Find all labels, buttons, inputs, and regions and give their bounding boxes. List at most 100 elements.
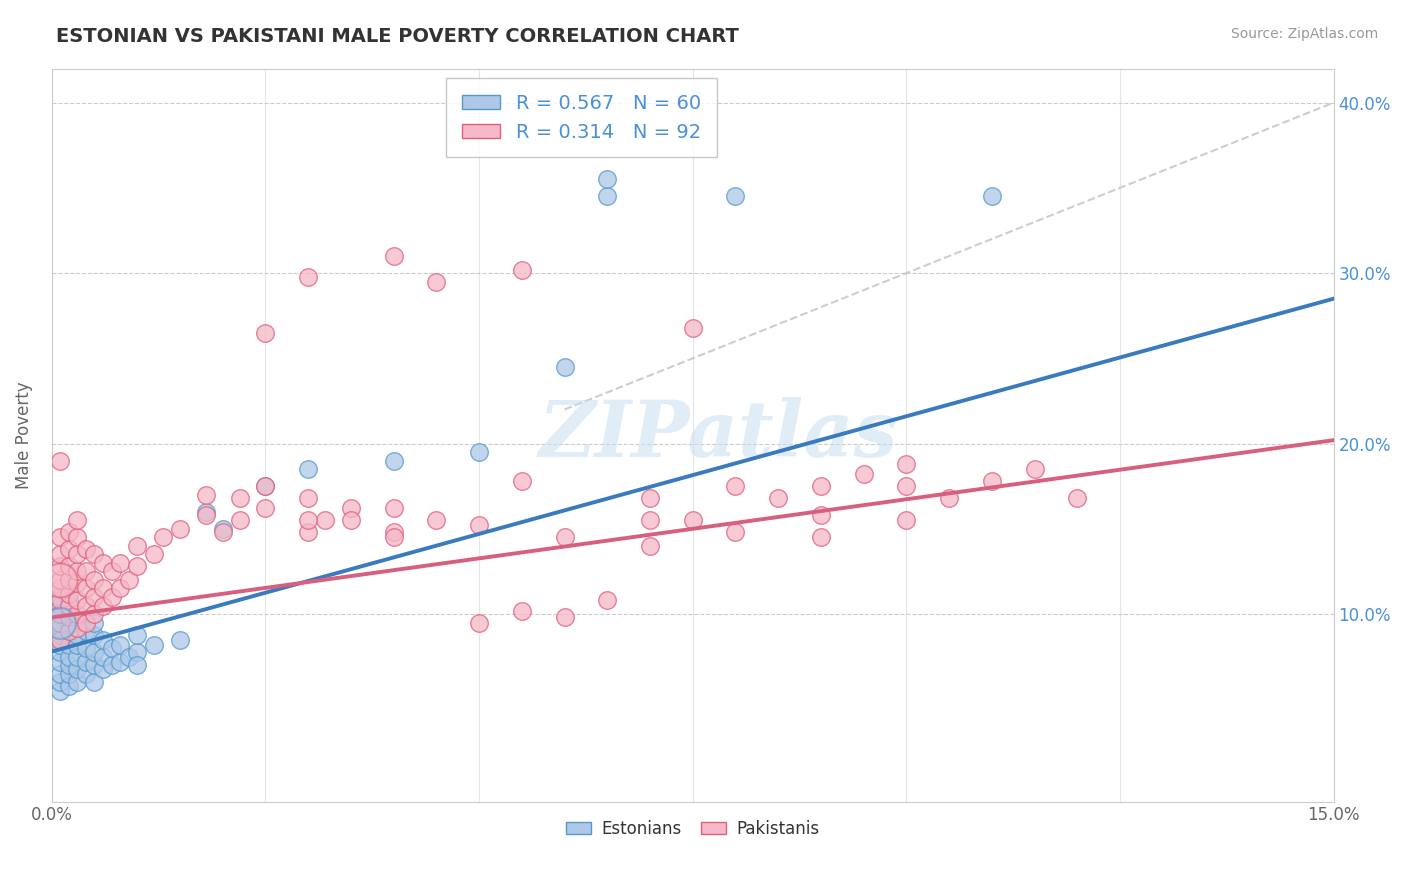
Point bbox=[127, 539, 149, 553]
Point bbox=[91, 649, 114, 664]
Point bbox=[91, 582, 114, 596]
Point bbox=[638, 539, 661, 553]
Point bbox=[810, 479, 832, 493]
Point bbox=[297, 462, 319, 476]
Legend: Estonians, Pakistanis: Estonians, Pakistanis bbox=[560, 814, 827, 845]
Point bbox=[75, 666, 97, 681]
Point bbox=[75, 582, 97, 596]
Point bbox=[75, 599, 97, 613]
Point bbox=[100, 658, 122, 673]
Point bbox=[108, 655, 131, 669]
Point bbox=[896, 479, 918, 493]
Point bbox=[49, 632, 72, 647]
Point bbox=[297, 269, 319, 284]
Point bbox=[1066, 491, 1088, 505]
Point bbox=[49, 675, 72, 690]
Point bbox=[896, 457, 918, 471]
Point bbox=[1024, 462, 1046, 476]
Point bbox=[211, 522, 233, 536]
Point bbox=[297, 513, 319, 527]
Point bbox=[852, 467, 875, 482]
Point bbox=[980, 474, 1002, 488]
Point bbox=[58, 559, 80, 574]
Point bbox=[638, 491, 661, 505]
Point bbox=[66, 675, 89, 690]
Point bbox=[314, 513, 336, 527]
Y-axis label: Male Poverty: Male Poverty bbox=[15, 381, 32, 489]
Point bbox=[118, 649, 141, 664]
Point bbox=[49, 559, 72, 574]
Point bbox=[100, 641, 122, 656]
Point bbox=[229, 491, 252, 505]
Point bbox=[143, 548, 166, 562]
Point bbox=[682, 320, 704, 334]
Point bbox=[553, 610, 575, 624]
Point bbox=[58, 658, 80, 673]
Point bbox=[49, 615, 72, 630]
Point bbox=[468, 615, 491, 630]
Point bbox=[66, 638, 89, 652]
Point bbox=[58, 586, 80, 600]
Point bbox=[229, 513, 252, 527]
Point bbox=[108, 556, 131, 570]
Point bbox=[83, 607, 105, 621]
Point bbox=[425, 513, 447, 527]
Point bbox=[152, 530, 174, 544]
Point bbox=[75, 655, 97, 669]
Point bbox=[596, 189, 619, 203]
Point bbox=[682, 513, 704, 527]
Point bbox=[127, 627, 149, 641]
Point bbox=[468, 445, 491, 459]
Point bbox=[83, 615, 105, 630]
Point bbox=[596, 172, 619, 186]
Point bbox=[382, 249, 405, 263]
Point bbox=[724, 525, 747, 540]
Point bbox=[108, 582, 131, 596]
Point bbox=[58, 624, 80, 639]
Point bbox=[83, 590, 105, 604]
Point bbox=[66, 513, 89, 527]
Point bbox=[169, 522, 191, 536]
Point bbox=[297, 491, 319, 505]
Point bbox=[553, 530, 575, 544]
Point bbox=[127, 658, 149, 673]
Point bbox=[66, 548, 89, 562]
Point bbox=[58, 638, 80, 652]
Point bbox=[100, 565, 122, 579]
Text: ZIPatlas: ZIPatlas bbox=[538, 397, 898, 474]
Point bbox=[75, 565, 97, 579]
Point bbox=[169, 632, 191, 647]
Point bbox=[58, 593, 80, 607]
Point bbox=[66, 576, 89, 591]
Point bbox=[980, 189, 1002, 203]
Point bbox=[810, 508, 832, 523]
Point bbox=[510, 262, 533, 277]
Point bbox=[254, 501, 277, 516]
Point bbox=[382, 453, 405, 467]
Point bbox=[58, 624, 80, 639]
Point bbox=[49, 573, 72, 587]
Point bbox=[340, 501, 363, 516]
Point bbox=[91, 556, 114, 570]
Point bbox=[340, 513, 363, 527]
Point bbox=[938, 491, 960, 505]
Point bbox=[58, 599, 80, 613]
Point bbox=[49, 638, 72, 652]
Point bbox=[766, 491, 789, 505]
Point bbox=[58, 666, 80, 681]
Point bbox=[49, 627, 72, 641]
Point bbox=[896, 513, 918, 527]
Point bbox=[810, 530, 832, 544]
Point bbox=[127, 644, 149, 658]
Point bbox=[724, 189, 747, 203]
Point bbox=[211, 525, 233, 540]
Point bbox=[194, 505, 217, 519]
Point bbox=[49, 593, 72, 607]
Point bbox=[49, 573, 72, 587]
Point bbox=[297, 525, 319, 540]
Point bbox=[100, 590, 122, 604]
Point bbox=[143, 638, 166, 652]
Point bbox=[75, 615, 97, 630]
Point bbox=[66, 627, 89, 641]
Point bbox=[75, 542, 97, 557]
